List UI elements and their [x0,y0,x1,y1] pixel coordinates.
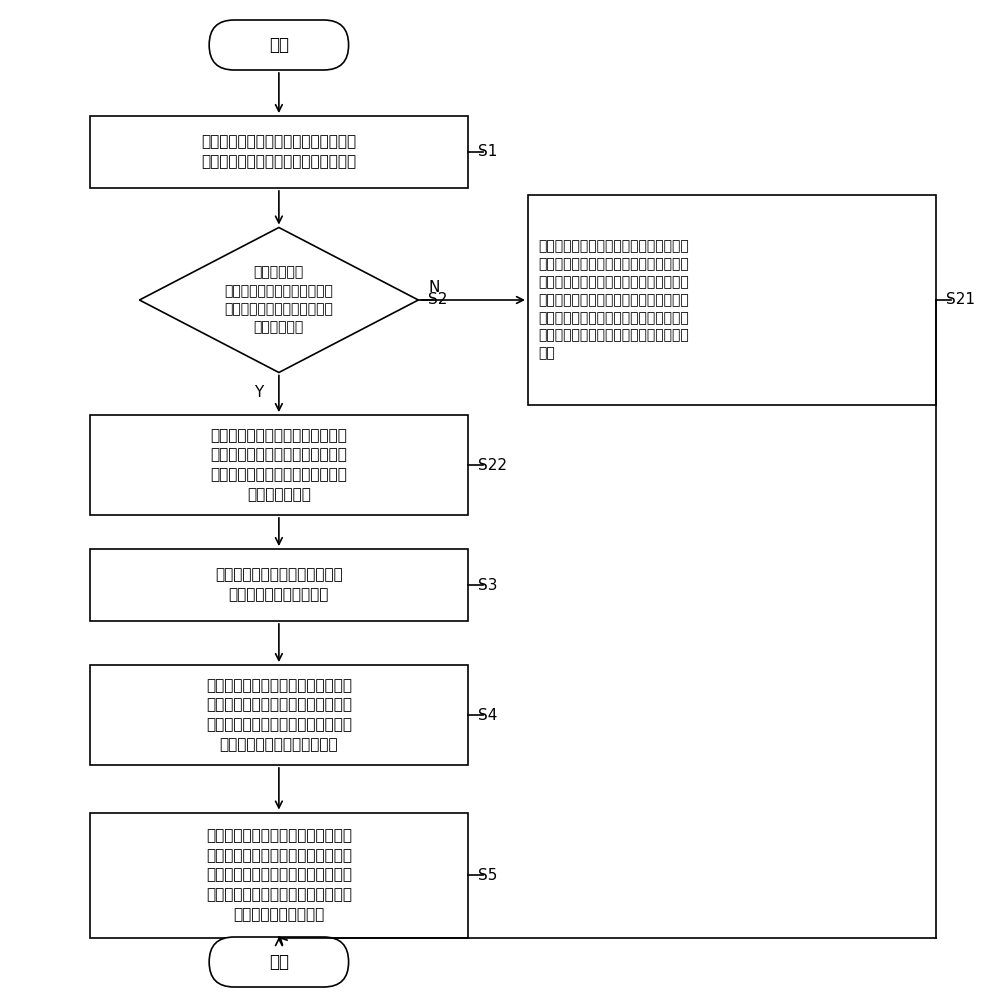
Text: 根据所述睡眠状态信息，确定对应的
按摩模式控制指令，发送所述按摩模
式控制指令到所述按摩机械手，以控
制所述按摩机械手执行与所述按摩模
式控制指令对应的操作: 根据所述睡眠状态信息，确定对应的 按摩模式控制指令，发送所述按摩模 式控制指令到… [206,828,352,922]
Bar [90,549,468,621]
Text: 结束: 结束 [269,953,289,971]
Text: 根据所述脑波
数据判断所述使用人的脑波频
率在指定的采样周期内是否小
于第一预设值: 根据所述脑波 数据判断所述使用人的脑波频 率在指定的采样周期内是否小 于第一预设… [224,265,334,335]
Text: 确定所述使用人的状态信息为指挥状态，
将所述使用人的脑波频率作为输入数据，
并根据预设的脑波分析模型，确定出所述
使用人的脑波控制指令，发送所述脑波控
制指令到: 确定所述使用人的状态信息为指挥状态， 将所述使用人的脑波频率作为输入数据， 并根… [538,239,688,361]
Bar [528,195,936,405]
Text: S21: S21 [946,292,975,308]
Text: S1: S1 [478,144,497,159]
Bar [90,116,468,188]
Text: S22: S22 [478,458,507,473]
Text: S2: S2 [428,292,447,308]
Text: Y: Y [254,385,264,400]
Text: S5: S5 [478,867,497,882]
Text: 确定所述使用人的状态信息为疑似
睡眠状态，控制所述机械按摩手的
运作状态保持不变，发送监测指令
至所述智能手环: 确定所述使用人的状态信息为疑似 睡眠状态，控制所述机械按摩手的 运作状态保持不变… [210,428,348,502]
Text: 获取所述智能手环实时监测所述
使用人的得到的生理数据: 获取所述智能手环实时监测所述 使用人的得到的生理数据 [215,568,343,602]
Text: S3: S3 [478,578,498,592]
Text: 依照预设的采样频率获取所述智能电脑
实时监测使用人的脑波得到的脑波数据: 依照预设的采样频率获取所述智能电脑 实时监测使用人的脑波得到的脑波数据 [201,135,357,169]
Bar [90,415,468,515]
Text: 将所述使用人的所述脑波数据和所述
生理数据作为输入数据，通过神经网
络模型构建的用户状态识别模型，获
得所述使用人的睡眠状态信息: 将所述使用人的所述脑波数据和所述 生理数据作为输入数据，通过神经网 络模型构建的… [206,678,352,752]
Polygon shape [139,228,418,372]
Text: 开始: 开始 [269,36,289,54]
FancyBboxPatch shape [209,937,349,987]
Bar [90,812,468,938]
FancyBboxPatch shape [209,20,349,70]
Bar [90,665,468,765]
Text: N: N [428,280,439,296]
Text: S4: S4 [478,708,497,722]
